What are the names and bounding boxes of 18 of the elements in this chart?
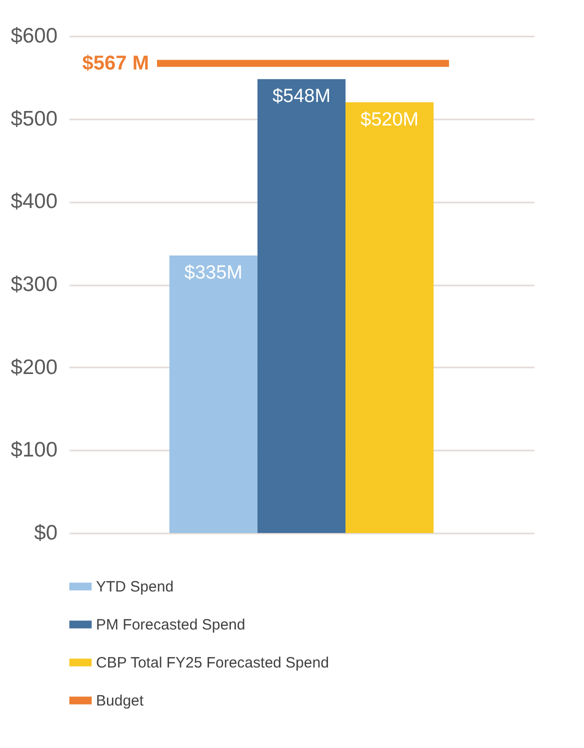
y-tick-label: $500 xyxy=(10,107,58,130)
y-tick-label: $400 xyxy=(10,190,58,214)
data-label: $548M xyxy=(272,86,331,108)
legend-label: Budget xyxy=(96,692,144,710)
bar xyxy=(169,256,258,533)
legend-label: CBP Total FY25 Forecasted Spend xyxy=(96,654,329,672)
y-tick-label: $0 xyxy=(34,522,58,544)
annotation: $567 M xyxy=(82,52,149,74)
legend-label: YTD Spend xyxy=(96,578,174,596)
data-label: $335M xyxy=(184,262,242,284)
bar xyxy=(257,79,346,533)
legend-label: PM Forecasted Spend xyxy=(96,616,246,634)
y-tick-label: $200 xyxy=(10,356,58,379)
data-label: $520M xyxy=(360,109,419,130)
y-tick-label: $300 xyxy=(10,273,58,296)
y-tick-label: $600 xyxy=(10,24,58,48)
bar xyxy=(346,102,434,533)
y-tick-label: $100 xyxy=(10,438,58,462)
